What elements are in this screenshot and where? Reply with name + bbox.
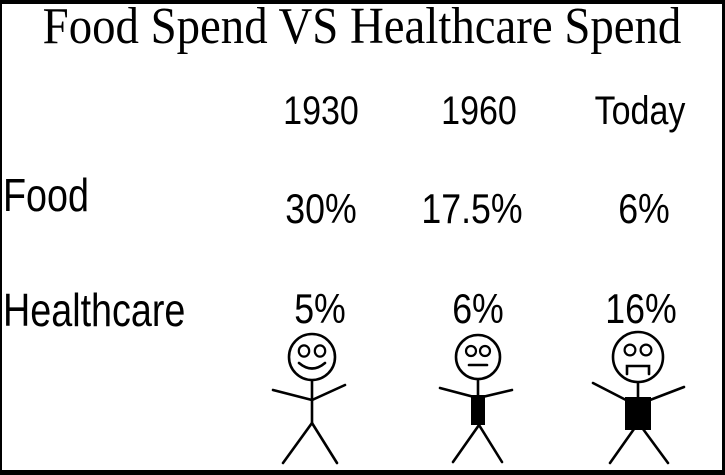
- stick-figure-neutral-icon: [438, 333, 514, 464]
- stick-figure-happy-icon: [271, 332, 347, 465]
- column-header-1960: 1960: [441, 89, 517, 133]
- chart-title: Food Spend VS Healthcare Spend: [42, 0, 682, 55]
- row-label-food: Food: [3, 169, 89, 221]
- food-value-today: 6%: [618, 185, 670, 232]
- column-header-1930: 1930: [283, 89, 359, 133]
- healthcare-value-1930: 5%: [294, 285, 346, 332]
- healthcare-value-1960: 6%: [452, 285, 504, 332]
- food-value-1960: 17.5%: [421, 185, 523, 232]
- stick-figure-sad-icon: [591, 330, 686, 465]
- row-label-healthcare: Healthcare: [3, 284, 186, 336]
- healthcare-value-today: 16%: [605, 285, 677, 332]
- food-value-1930: 30%: [285, 185, 357, 232]
- column-header-today: Today: [594, 89, 686, 133]
